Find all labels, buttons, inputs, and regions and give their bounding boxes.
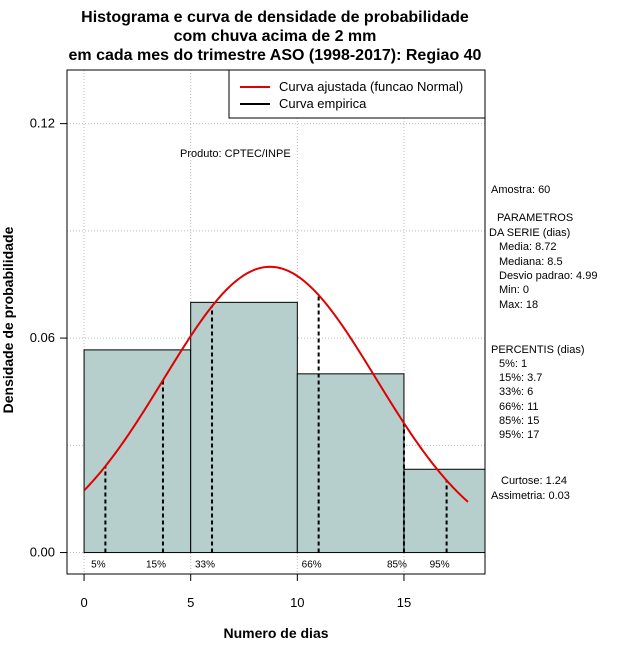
percentile-label-3: 66%	[302, 560, 322, 571]
stat-p66: 66%: 11	[499, 401, 539, 413]
x-tick-label-2: 10	[290, 595, 304, 610]
percentile-label-0: 5%	[91, 560, 106, 571]
x-tick-label-0: 0	[80, 595, 87, 610]
y-tick-label-1: 0.06	[30, 330, 55, 345]
legend-label-empirical: Curva empirica	[279, 96, 367, 111]
percentile-label-1: 15%	[146, 560, 166, 571]
stat-max: Max: 18	[499, 299, 538, 311]
legend-box	[228, 69, 486, 119]
y-tick-label-2: 0.12	[30, 116, 55, 131]
legend-label-normal: Curva ajustada (funcao Normal)	[279, 79, 463, 94]
stats-panel: Amostra: 60 PARAMETROS DA SERIE (dias) M…	[489, 184, 597, 502]
y-tick-label-0: 0.00	[30, 545, 55, 560]
normal-curve-line	[83, 265, 469, 503]
stat-desvio: Desvio padrao: 4.99	[499, 270, 597, 282]
histogram-bar-2	[296, 373, 405, 554]
x-tick-label-1: 5	[187, 595, 194, 610]
stat-curtose: Curtose: 1.24	[501, 475, 567, 487]
y-axis-title: Densidade de probabilidade	[0, 226, 16, 413]
histogram-bar-1	[190, 301, 298, 554]
legend: Curva ajustada (funcao Normal) Curva emp…	[228, 69, 486, 119]
percentile-markers: 5% 15% 33% 66% 85% 95%	[91, 295, 450, 571]
stat-parametros-header: PARAMETROS	[497, 212, 573, 224]
stat-mediana: Mediana: 8.5	[499, 256, 563, 268]
stat-percentis-header: PERCENTIS (dias)	[491, 344, 585, 356]
percentile-label-2: 33%	[195, 560, 215, 571]
stat-p95: 95%: 17	[499, 429, 539, 441]
stat-parametros-subheader: DA SERIE (dias)	[489, 227, 570, 239]
chart-title-line-3: em cada mes do trimestre ASO (1998-2017)…	[69, 47, 482, 64]
y-axis: 0.00 0.06 0.12	[30, 116, 68, 560]
stat-min: Min: 0	[499, 284, 529, 296]
stat-assimetria: Assimetria: 0.03	[491, 490, 570, 502]
stat-p85: 85%: 15	[499, 415, 539, 427]
product-annotation: Produto: CPTEC/INPE	[180, 148, 291, 160]
stat-amostra: Amostra: 60	[491, 184, 550, 196]
chart-title-line-1: Histograma e curva de densidade de proba…	[81, 9, 469, 26]
x-tick-label-3: 15	[397, 595, 411, 610]
percentile-label-5: 95%	[430, 560, 450, 571]
chart-title-line-2: com chuva acima de 2 mm	[174, 28, 377, 45]
histogram-bars	[83, 301, 486, 554]
stat-p5: 5%: 1	[499, 358, 527, 370]
stat-media: Media: 8.72	[499, 241, 556, 253]
stat-p33: 33%: 6	[499, 386, 533, 398]
histogram-bar-0	[83, 349, 192, 554]
stat-p15: 15%: 3.7	[499, 372, 542, 384]
percentile-label-4: 85%	[387, 560, 407, 571]
x-axis-title: Numero de dias	[223, 625, 328, 641]
x-axis: 0 5 10 15	[80, 573, 411, 610]
histogram-bar-3	[403, 468, 486, 554]
